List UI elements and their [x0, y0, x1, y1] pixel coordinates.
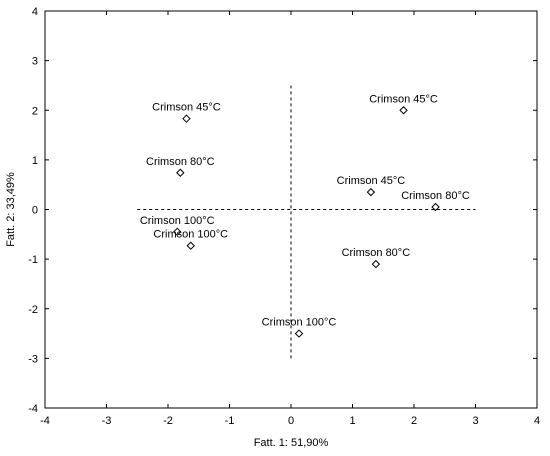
- data-point-marker: [366, 187, 376, 197]
- y-tick-label: 3: [32, 56, 38, 68]
- data-point-marker: [173, 227, 182, 237]
- data-point-marker: [294, 329, 304, 338]
- points-group: Crimson 45°C Crimson 45°C Crimson 80°C Crim…: [140, 93, 470, 338]
- y-tick-label: 1: [32, 155, 38, 167]
- y-tick-label: -1: [28, 254, 38, 266]
- data-point-marker: [399, 106, 408, 115]
- x-tick-label: 1: [349, 415, 355, 427]
- x-axis-title: Fatt. 1: 51,90%: [254, 437, 329, 449]
- ticks-group: -4 -3 -2 -1 0 1 2 3 4 -4 -3 -2 -1 0 1 2 3 4: [28, 6, 540, 427]
- data-point-label: Crimson 100°C: [262, 317, 337, 329]
- y-tick-label: 0: [32, 205, 38, 217]
- x-tick-label: 2: [411, 415, 417, 427]
- data-point-label: Crimson 45°C: [152, 102, 221, 114]
- data-point-label: Crimson 80°C: [146, 156, 215, 168]
- y-tick-label: 4: [32, 6, 38, 18]
- y-tick-label: -3: [28, 353, 38, 365]
- x-tick-label: -1: [225, 415, 235, 427]
- y-axis-title: Fatt. 2: 33,49%: [5, 172, 17, 247]
- data-point-label: Crimson 45°C: [369, 93, 438, 105]
- y-tick-label: -2: [28, 304, 38, 316]
- x-tick-label: 4: [534, 415, 540, 427]
- y-tick-label: 2: [32, 105, 38, 117]
- x-tick-label: 0: [288, 415, 294, 427]
- data-point-label: Crimson 100°C: [153, 229, 228, 241]
- data-point-label: Crimson 80°C: [401, 190, 470, 202]
- data-point-label: Crimson 100°C: [140, 215, 215, 227]
- origin-axis-lines: [137, 85, 476, 359]
- data-point-marker: [186, 241, 195, 250]
- data-point-label: Crimson 80°C: [342, 247, 411, 259]
- x-tick-label: -4: [40, 415, 50, 427]
- data-point-marker: [176, 168, 185, 177]
- x-tick-label: -2: [163, 415, 173, 427]
- x-tick-label: -3: [102, 415, 112, 427]
- x-tick-label: 3: [472, 415, 478, 427]
- data-point-label: Crimson 45°C: [337, 175, 406, 187]
- data-point-marker: [431, 202, 440, 212]
- data-point-marker: [182, 114, 191, 123]
- data-point-marker: [371, 259, 381, 269]
- y-tick-label: -4: [28, 403, 38, 415]
